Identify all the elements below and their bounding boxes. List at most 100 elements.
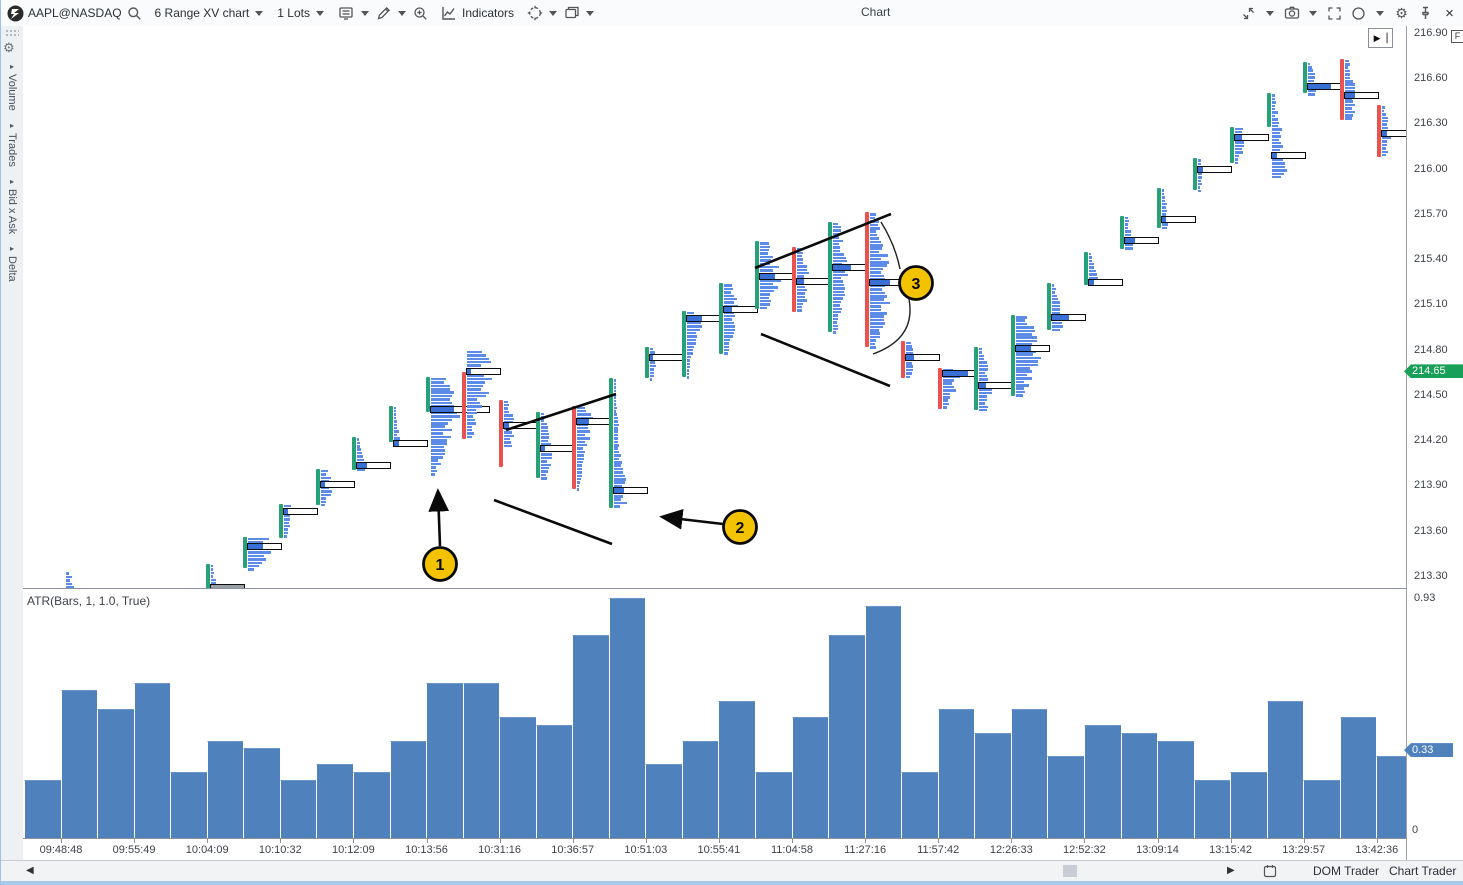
chevron-down-icon[interactable] <box>1376 10 1384 16</box>
volume-profile-row <box>870 254 888 257</box>
tab-chart-trader[interactable]: Chart Trader <box>1389 864 1457 878</box>
volume-profile-row <box>687 331 697 335</box>
sidebar-item-bidxask[interactable]: ▸ Bid x Ask <box>6 176 18 234</box>
chart-type-dropdown[interactable]: 6 Range XV chart <box>149 6 272 20</box>
volume-profile-row <box>943 382 953 385</box>
poc-fill <box>211 584 244 588</box>
volume-profile-row <box>248 551 271 554</box>
chevron-down-icon[interactable] <box>549 10 558 16</box>
volume-profile-row <box>1308 76 1316 79</box>
volume-profile-row <box>1382 136 1391 140</box>
scroll-left-arrow-icon[interactable]: ◀ <box>26 865 34 876</box>
poc-marker <box>540 444 575 452</box>
chevron-down-icon[interactable] <box>1266 10 1274 16</box>
volume-profile-row <box>614 379 616 382</box>
volume-profile-row <box>1272 169 1287 172</box>
symbol-label[interactable]: AAPL@NASDAQ <box>28 6 122 20</box>
atr-bar <box>937 708 975 839</box>
lots-dropdown[interactable]: 1 Lots <box>271 6 332 20</box>
search-icon[interactable] <box>126 5 143 22</box>
poc-marker <box>247 543 282 551</box>
sidebar-item-trades[interactable]: ▸ Trades <box>6 120 18 167</box>
chevron-down-icon[interactable] <box>397 10 406 16</box>
chevron-icon: ▸ <box>7 176 17 186</box>
pencil-icon[interactable] <box>375 5 392 22</box>
atr-bar <box>1157 740 1194 839</box>
volume-profile-row <box>724 348 730 352</box>
circle-icon[interactable] <box>1350 5 1367 22</box>
poc-marker <box>1234 134 1269 142</box>
crosshair-icon[interactable] <box>526 5 543 22</box>
volume-profile-row <box>1162 206 1167 209</box>
time-tick <box>1303 839 1305 843</box>
expand-icon[interactable] <box>1326 5 1343 22</box>
volume-profile-row <box>467 381 486 384</box>
sidebar-item-delta[interactable]: ▸ Delta <box>6 243 18 282</box>
chevron-down-icon[interactable] <box>1309 10 1317 16</box>
volume-profile-row <box>833 327 839 331</box>
down-bar-line <box>499 399 503 468</box>
zoom-in-icon[interactable] <box>412 5 429 22</box>
price-axis[interactable]: 216.90 216.60 216.30 216.00 215.70 215.40 215.… <box>1404 26 1463 860</box>
volume-profile-row <box>1016 373 1027 377</box>
collapse-icon[interactable] <box>1240 5 1257 22</box>
volume-profile-row <box>541 429 549 433</box>
atr-bar <box>1010 708 1048 839</box>
volume-profile-row <box>541 456 552 460</box>
atr-value-badge: 0.33 <box>1404 743 1453 758</box>
scroll-right-arrow-icon[interactable]: ▶ <box>1227 865 1235 876</box>
volume-profile-row <box>1345 83 1356 86</box>
volume-profile-row <box>1089 252 1091 256</box>
up-bar-line <box>243 536 247 569</box>
volume-profile-row <box>687 362 690 366</box>
layout-icon[interactable] <box>563 5 580 22</box>
go-to-end-button[interactable]: ▶▕ <box>1368 28 1393 48</box>
volume-profile-row <box>979 398 987 402</box>
chevron-down-icon[interactable] <box>360 10 369 16</box>
volume-profile-row <box>321 476 331 480</box>
camera-icon[interactable] <box>1283 5 1300 22</box>
close-icon[interactable]: × <box>1445 4 1454 22</box>
atr-indicator-panel[interactable] <box>23 588 1406 839</box>
volume-profile-row <box>870 247 883 250</box>
volume-profile-row <box>760 252 768 255</box>
volume-profile-row <box>614 481 625 484</box>
price-chart-panel[interactable] <box>23 26 1406 588</box>
display-icon[interactable] <box>338 5 355 22</box>
tab-dom-trader[interactable]: DOM Trader <box>1313 864 1380 878</box>
volume-profile-row <box>577 477 581 481</box>
volume-profile-row <box>650 378 652 381</box>
pin-icon[interactable] <box>1417 5 1434 22</box>
time-tick <box>61 839 62 843</box>
volume-profile-row <box>870 213 877 216</box>
chevron-down-icon[interactable] <box>586 10 595 16</box>
poc-fill <box>577 418 589 424</box>
f-button[interactable]: F <box>1451 30 1463 43</box>
volume-profile-row <box>906 362 912 365</box>
poc-fill <box>504 423 509 429</box>
volume-profile-row <box>431 459 438 462</box>
volume-profile-row <box>979 391 992 395</box>
volume-profile-row <box>1016 316 1028 319</box>
gear-icon[interactable]: ⚙ <box>3 40 15 55</box>
volume-profile-row <box>870 284 886 288</box>
chevron-icon: ▸ <box>7 243 17 253</box>
volume-profile-row <box>1162 199 1165 203</box>
volume-profile-row <box>797 288 808 292</box>
poc-fill <box>357 462 367 468</box>
price-label: 214.20 <box>1414 434 1448 447</box>
volume-profile-row <box>1382 140 1388 143</box>
calendar-icon[interactable] <box>1263 864 1277 881</box>
volume-profile-row <box>760 296 769 300</box>
volume-profile-row <box>870 346 876 349</box>
gear-icon[interactable]: ⚙ <box>1395 4 1408 21</box>
scrollbar-thumb[interactable] <box>1063 865 1077 877</box>
atr-bar <box>608 598 646 839</box>
sidebar-item-volume[interactable]: ▸ Volume <box>6 62 18 111</box>
indicators-button[interactable]: Indicators <box>435 5 520 22</box>
volume-profile-row <box>504 417 514 421</box>
volume-profile-row <box>870 223 879 227</box>
drag-grip[interactable] <box>5 29 19 38</box>
volume-profile-row <box>1382 109 1385 113</box>
volume-profile-row <box>943 396 951 399</box>
